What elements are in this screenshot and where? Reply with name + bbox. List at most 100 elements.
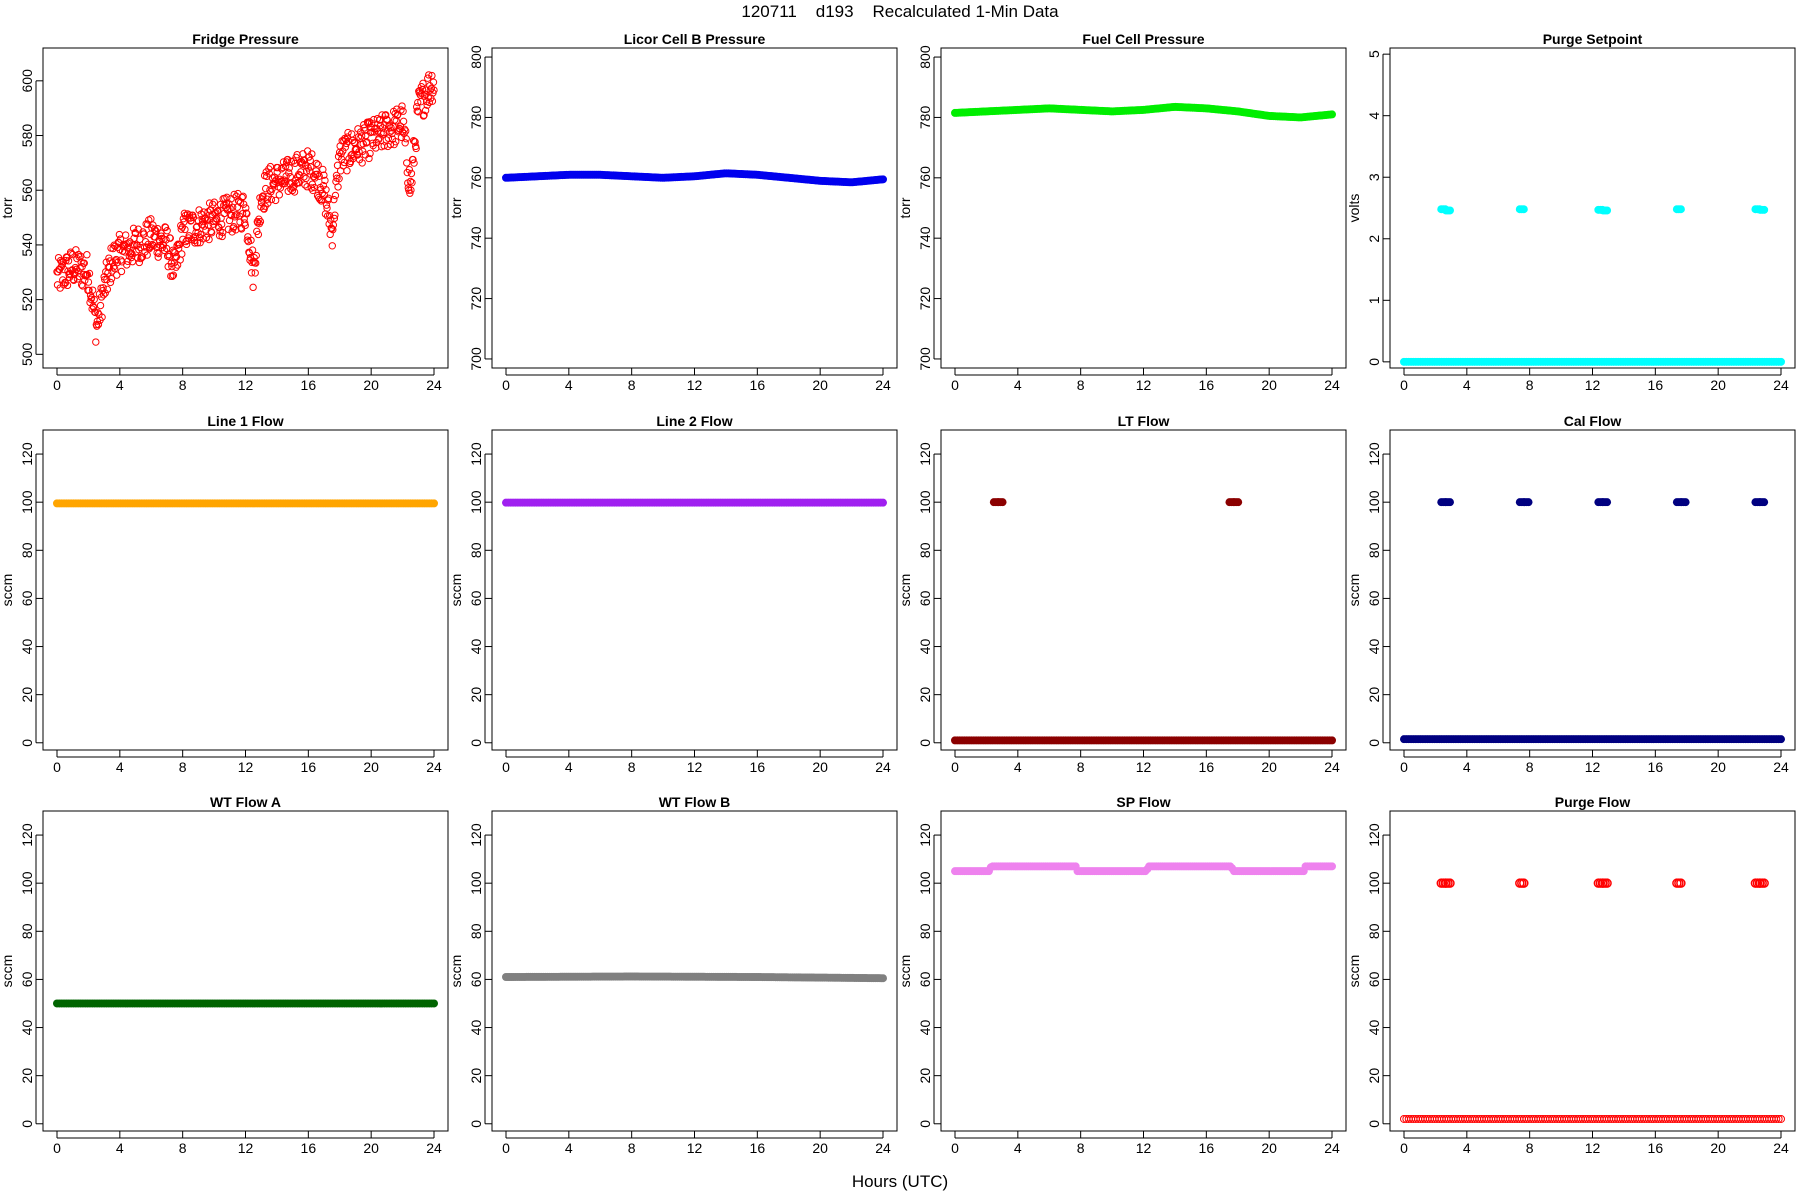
data-point [228,203,237,211]
data-point [412,103,421,111]
panel-title-fuel-cell-pressure: Fuel Cell Pressure [1082,31,1204,47]
data-point [147,215,155,223]
y-axis-label-line-1-flow: sccm [0,574,15,607]
data-point [121,231,130,239]
data-point [323,204,331,212]
data-point [401,139,409,147]
data-point [101,275,109,284]
x-tick-label: 4 [565,1140,573,1156]
data-point [205,235,213,244]
y-tick-label: 60 [917,590,933,606]
y-tick-label: 60 [468,971,484,987]
y-axis-label-sp-flow: sccm [897,955,913,988]
data-point [201,214,210,223]
x-tick-label: 8 [1077,759,1085,775]
data-point [1759,878,1769,888]
data-point [83,251,91,259]
series-fridge-pressure-0 [53,71,438,346]
data-point [317,185,325,194]
data-point [408,178,416,187]
x-tick-label: 16 [750,1140,766,1156]
series-sp-flow-0 [951,862,1336,876]
data-point [410,159,418,167]
data-point [335,174,343,183]
y-tick-label: 720 [468,287,484,311]
series-cal-flow-0 [1400,735,1785,744]
data-point [90,295,98,304]
series-cal-flow-1 [1437,498,1769,507]
x-tick-label: 20 [1261,377,1277,393]
y-axis-label-fuel-cell-pressure: torr [897,197,913,218]
data-point [1445,878,1455,888]
x-tick-label: 16 [1199,759,1215,775]
panel-title-licor-cell-b-pressure: Licor Cell B Pressure [624,31,766,47]
panel-title-line-1-flow: Line 1 Flow [207,413,283,429]
data-point [166,234,174,242]
data-point [429,78,438,86]
series-purge-flow-0 [1400,1114,1785,1123]
data-point [293,150,301,159]
data-point [115,230,124,239]
y-tick-label: 0 [1366,1120,1382,1128]
y-tick-label: 120 [917,823,933,847]
panel-title-cal-flow: Cal Flow [1564,413,1622,429]
data-point [387,127,396,135]
plot-frame [940,429,1347,751]
data-point [333,161,342,170]
data-point [218,228,227,237]
x-tick-label: 12 [687,377,703,393]
plot-frame [940,810,1347,1132]
data-point [343,167,351,175]
y-tick-label: 20 [468,687,484,703]
data-point [155,249,163,258]
data-point [879,498,887,507]
data-point [238,193,246,202]
x-tick-label: 0 [502,377,510,393]
data-point [162,236,170,244]
data-point [144,220,152,229]
data-point [254,230,263,239]
data-point [64,257,73,265]
y-tick-label: 0 [468,739,484,747]
x-tick-label: 12 [1136,1140,1152,1156]
x-tick-label: 24 [1773,377,1789,393]
data-point [171,254,180,262]
panel-lt-flow: LT Flow 0 4 8 12 16 20 24 0 20 40 60 80 100 120 sccm [897,413,1347,775]
x-tick-label: 0 [1400,1140,1408,1156]
x-tick-label: 8 [1077,377,1085,393]
series-licor-cell-b-pressure-0 [502,169,887,187]
data-point [113,258,121,267]
x-tick-label: 16 [750,759,766,775]
y-tick-label: 1 [1366,296,1382,304]
y-tick-label: 20 [468,1068,484,1084]
data-point [311,174,319,182]
data-point [227,211,236,220]
data-point [414,98,422,107]
data-point [61,279,70,287]
data-point [413,107,421,115]
data-point [123,244,131,252]
panel-purge-flow: Purge Flow 0 4 8 12 16 20 24 0 20 40 60 80 100 120 sccm [1346,794,1796,1156]
data-point [422,86,430,94]
data-point [400,125,409,134]
x-tick-label: 24 [1324,1140,1340,1156]
y-axis-label-cal-flow: sccm [1346,574,1362,607]
data-point [243,236,252,244]
data-point [328,224,336,233]
x-tick-label: 20 [1261,1140,1277,1156]
data-point [409,155,417,164]
data-point [107,274,116,283]
x-tick-label: 16 [301,759,317,775]
y-tick-label: 560 [19,178,35,202]
x-tick-label: 16 [301,1140,317,1156]
y-tick-label: 0 [19,739,35,747]
data-point [1676,205,1685,214]
data-point [275,191,284,199]
x-tick-label: 0 [951,1140,959,1156]
data-point [402,135,410,143]
data-point [209,200,217,209]
data-point [288,186,297,195]
data-point [1760,205,1769,214]
data-point [397,133,406,142]
x-tick-label: 4 [116,1140,124,1156]
